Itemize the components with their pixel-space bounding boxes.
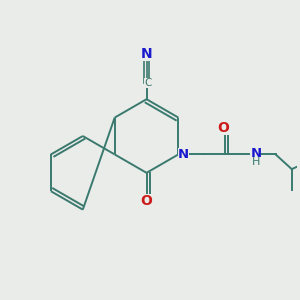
Text: O: O — [141, 194, 152, 208]
Text: N: N — [141, 46, 152, 61]
Text: O: O — [217, 121, 229, 135]
Text: H: H — [252, 157, 260, 167]
Text: N: N — [250, 147, 261, 160]
Text: C: C — [144, 78, 152, 88]
Text: N: N — [178, 148, 189, 161]
